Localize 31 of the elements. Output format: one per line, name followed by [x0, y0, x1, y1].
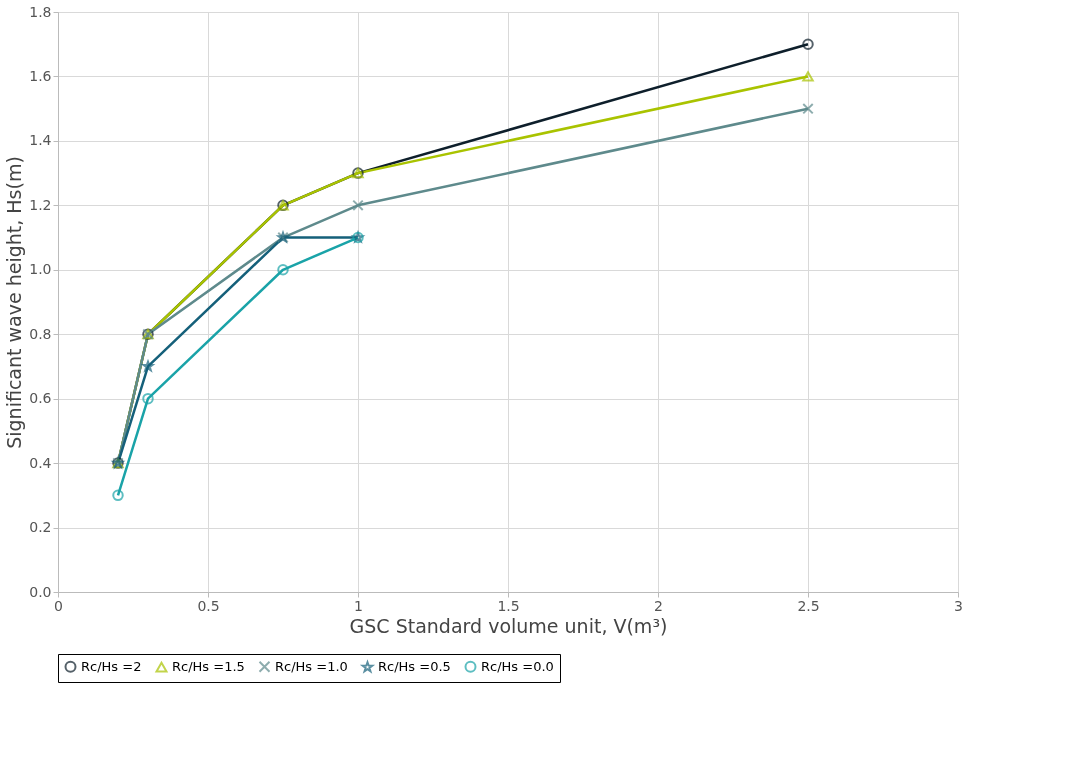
point: [277, 264, 289, 276]
legend-label: Rc/Hs =1.5: [172, 659, 245, 675]
legend-label: Rc/Hs =1.0: [275, 658, 348, 674]
point: [352, 199, 364, 212]
point: [112, 489, 124, 502]
y-tick-label: 0.2: [29, 519, 52, 536]
y-tick-label: 1.2: [29, 196, 52, 213]
x-tick-label: 2: [654, 597, 663, 614]
y-tick-label: 0.6: [29, 390, 52, 407]
x-tick-label: 0: [54, 597, 63, 614]
y-axis-title: Significant wave height, Hs(m): [3, 156, 26, 449]
x-tick-label: 0.5: [197, 597, 220, 614]
point: [142, 392, 154, 405]
y-tick-label: 0.4: [29, 454, 52, 471]
y-tick-label: 1.0: [29, 261, 52, 278]
legend-label: Rc/Hs =0.5: [378, 659, 451, 675]
point: [802, 71, 814, 82]
x-axis-title: GSC Standard volume unit, V(m³): [349, 614, 668, 637]
y-tick-label: 0.0: [29, 583, 52, 600]
y-tick-label: 1.8: [29, 3, 52, 20]
y-tick-label: 1.4: [29, 132, 52, 149]
point: [802, 102, 814, 115]
y-tick-label: 0.8: [29, 325, 52, 342]
legend-label: Rc/Hs =0.0: [481, 658, 554, 674]
legend-label: Rc/Hs =2: [81, 658, 142, 674]
x-tick-label: 1.5: [497, 597, 520, 614]
x-tick-label: 1: [354, 597, 363, 614]
y-tick-label: 1.6: [29, 67, 52, 84]
point: [802, 38, 814, 50]
x-tick-label: 2.5: [797, 597, 820, 614]
x-tick-label: 3: [954, 597, 963, 614]
